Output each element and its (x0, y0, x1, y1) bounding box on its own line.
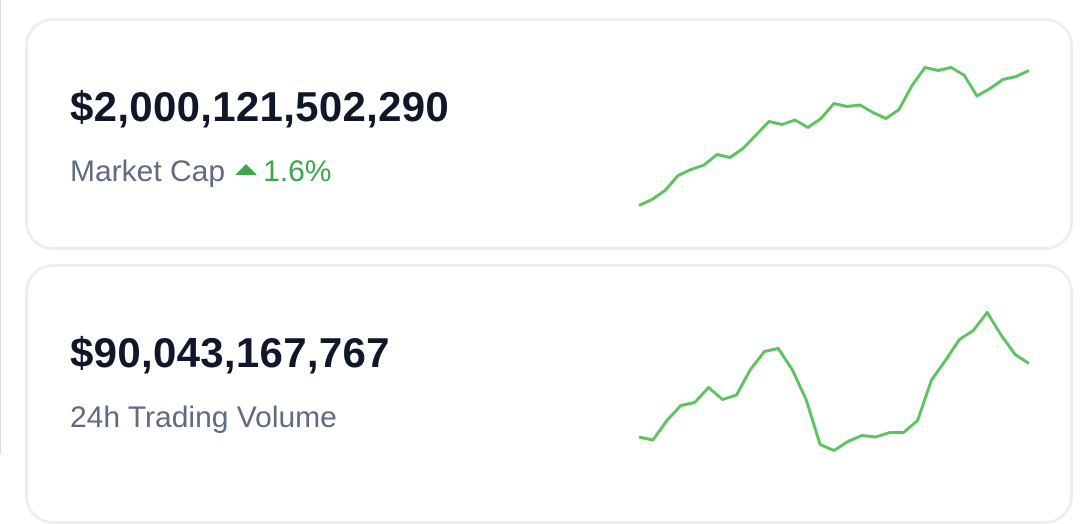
volume-value: $90,043,167,767 (70, 329, 390, 376)
sparkline (638, 311, 1030, 452)
volume-label: 24h Trading Volume (70, 401, 337, 435)
sparklines (638, 66, 1030, 452)
market-cap-card: $2,000,121,502,290 Market Cap 1.6% (25, 18, 1073, 250)
sparkline (638, 66, 1030, 207)
label-text: 24h Trading Volume (70, 401, 337, 434)
change: 1.6% (263, 155, 332, 188)
label-text: Market Cap (70, 155, 226, 188)
up-arrow (235, 164, 258, 175)
market-cap-value: $2,000,121,502,290 (70, 83, 450, 130)
market-cap-label: Market Cap 1.6% (70, 155, 331, 189)
